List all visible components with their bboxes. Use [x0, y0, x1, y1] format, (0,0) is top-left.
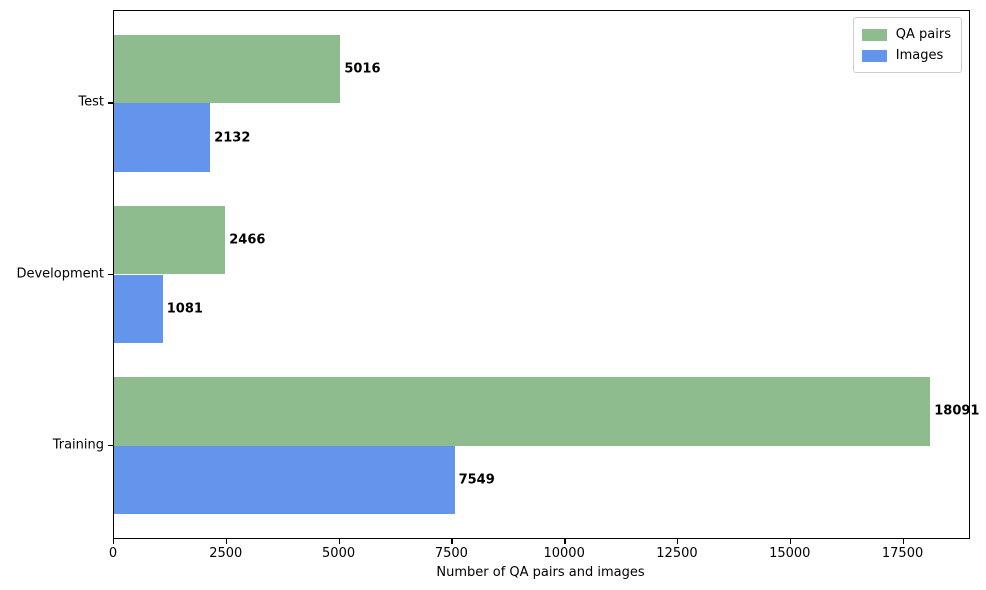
- y-tick-label-training: Training: [52, 437, 104, 453]
- x-tick-mark: [902, 539, 904, 544]
- x-tick-label: 15000: [769, 546, 811, 561]
- bar-training-images: [114, 445, 455, 515]
- legend-label: Images: [895, 48, 944, 63]
- x-tick-label: 2500: [209, 546, 243, 561]
- bar-test-images: [114, 103, 211, 172]
- y-tick-mark: [108, 444, 113, 446]
- bar-value-label: 2466: [229, 232, 266, 248]
- bar-value-label: 18091: [934, 403, 980, 419]
- x-tick-label: 0: [108, 546, 118, 561]
- plot-area: QA pairs Images 5016 2132 2466 1081 18091 7549: [113, 10, 979, 539]
- x-tick-label: 5000: [322, 546, 356, 561]
- bar-development-images: [114, 274, 163, 343]
- y-tick-label-development: Development: [16, 266, 104, 281]
- legend-item-qa-pairs: QA pairs: [861, 24, 951, 45]
- x-tick-mark: [451, 539, 453, 544]
- x-tick-label: 12500: [656, 546, 698, 561]
- x-tick-mark: [338, 539, 340, 544]
- x-tick-label: 7500: [434, 546, 468, 561]
- legend-swatch-icon: [861, 28, 887, 41]
- bar-value-label: 1081: [166, 301, 203, 317]
- y-tick-mark: [108, 102, 113, 104]
- bar-value-label: 2132: [214, 130, 251, 146]
- y-tick-mark: [108, 273, 113, 275]
- x-tick-mark: [789, 539, 792, 544]
- legend-label: QA pairs: [895, 27, 951, 42]
- legend-item-images: Images: [861, 45, 951, 66]
- legend-swatch-icon: [861, 49, 887, 62]
- bar-training-qa-pairs: [114, 377, 931, 446]
- x-tick-mark: [225, 539, 228, 544]
- x-tick-mark: [113, 539, 115, 544]
- legend: QA pairs Images: [852, 17, 962, 73]
- bar-development-qa-pairs: [114, 206, 226, 275]
- x-tick-label: 17500: [881, 546, 924, 561]
- x-axis-title: Number of QA pairs and images: [436, 565, 645, 580]
- bar-value-label: 7549: [458, 472, 495, 488]
- y-tick-label-test: Test: [78, 94, 104, 110]
- bar-value-label: 5016: [344, 61, 381, 77]
- x-tick-mark: [564, 539, 566, 544]
- x-tick-mark: [676, 539, 679, 544]
- x-tick-label: 10000: [543, 546, 585, 561]
- bar-test-qa-pairs: [114, 34, 341, 104]
